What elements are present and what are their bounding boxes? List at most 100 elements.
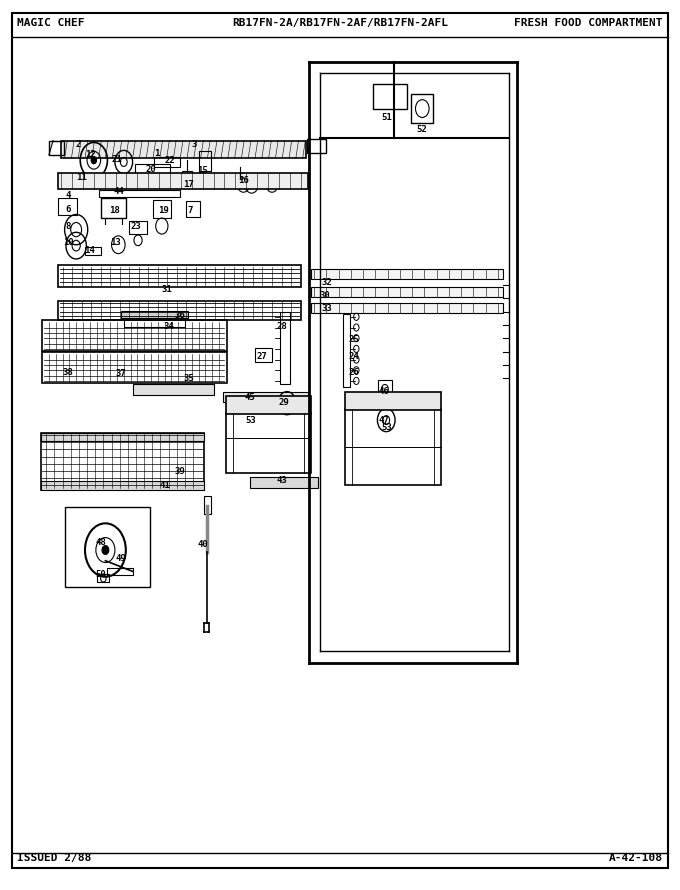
Text: 50: 50	[95, 570, 106, 578]
Text: 7: 7	[188, 206, 193, 215]
Text: 41: 41	[159, 481, 170, 490]
Text: 49: 49	[116, 554, 126, 563]
Bar	[345, 409, 441, 485]
Bar	[280, 312, 290, 384]
Bar	[41, 481, 204, 490]
Text: 18: 18	[109, 206, 120, 215]
Text: 2: 2	[75, 140, 81, 149]
Bar	[124, 318, 185, 327]
Text: 36: 36	[175, 312, 186, 320]
Text: 39: 39	[175, 467, 186, 476]
Bar	[226, 413, 311, 473]
Text: 13: 13	[110, 238, 121, 247]
Text: 35: 35	[184, 374, 194, 383]
Bar	[42, 320, 227, 351]
Text: 45: 45	[245, 393, 256, 402]
Text: 20: 20	[146, 165, 156, 174]
Bar	[58, 301, 301, 320]
Text: 53: 53	[245, 416, 256, 425]
Text: 21: 21	[112, 155, 122, 164]
Bar	[182, 171, 192, 187]
Bar	[186, 201, 200, 217]
Text: 31: 31	[161, 285, 172, 294]
Bar	[49, 141, 64, 155]
Text: 33: 33	[321, 304, 332, 313]
Bar	[97, 574, 109, 582]
Text: RB17FN-2A/RB17FN-2AF/RB17FN-2AFL: RB17FN-2A/RB17FN-2AF/RB17FN-2AFL	[232, 19, 448, 28]
Bar	[101, 198, 126, 218]
Text: 11: 11	[76, 174, 87, 182]
Text: 22: 22	[165, 156, 175, 165]
Text: 14: 14	[84, 247, 95, 255]
Bar	[373, 84, 407, 109]
Text: 52: 52	[416, 125, 427, 134]
Bar	[41, 433, 204, 490]
Text: 30: 30	[320, 291, 330, 300]
Bar	[135, 164, 170, 173]
Text: 10: 10	[63, 238, 73, 247]
Text: FRESH FOOD COMPARTMENT: FRESH FOOD COMPARTMENT	[515, 19, 663, 28]
Text: 53: 53	[381, 423, 392, 432]
Text: 48: 48	[95, 538, 106, 547]
Text: 5: 5	[239, 174, 244, 182]
Bar	[343, 314, 350, 387]
Text: 8: 8	[65, 222, 71, 231]
Bar	[154, 157, 180, 167]
Bar	[99, 190, 180, 197]
Bar	[378, 380, 392, 398]
Bar	[61, 141, 306, 158]
Text: 51: 51	[381, 113, 392, 122]
Bar	[199, 151, 211, 171]
Bar	[311, 287, 503, 297]
Bar	[58, 265, 301, 287]
Text: 27: 27	[256, 352, 267, 360]
Text: 44: 44	[114, 187, 124, 196]
Text: 23: 23	[131, 222, 141, 231]
Text: 40: 40	[197, 540, 208, 549]
Circle shape	[102, 546, 109, 554]
Text: 3: 3	[191, 140, 197, 149]
Text: 17: 17	[183, 180, 194, 189]
Text: 19: 19	[158, 206, 169, 215]
Bar	[345, 392, 441, 410]
Text: ISSUED 2/88: ISSUED 2/88	[17, 854, 91, 863]
Bar	[311, 303, 503, 313]
Text: 24: 24	[348, 352, 359, 360]
Text: 12: 12	[85, 150, 96, 159]
Bar	[226, 396, 311, 414]
Text: 4: 4	[65, 191, 71, 200]
Text: 6: 6	[65, 205, 71, 214]
Text: 43: 43	[277, 476, 288, 485]
Text: A-42-108: A-42-108	[609, 854, 663, 863]
Bar	[121, 311, 188, 318]
Text: 15: 15	[197, 166, 208, 175]
Text: 16: 16	[238, 176, 249, 185]
Circle shape	[91, 157, 97, 164]
Bar	[129, 221, 147, 234]
Text: 26: 26	[348, 368, 359, 376]
Bar	[58, 198, 77, 215]
Bar	[42, 352, 227, 383]
Text: 34: 34	[163, 322, 174, 331]
Text: 1: 1	[154, 149, 159, 158]
Bar	[65, 507, 150, 587]
Bar	[255, 348, 272, 362]
Bar	[58, 173, 308, 189]
Text: 46: 46	[379, 387, 390, 396]
Bar	[153, 200, 171, 218]
Text: 25: 25	[348, 336, 359, 344]
Text: 32: 32	[321, 278, 332, 287]
Bar	[85, 247, 101, 255]
Text: 28: 28	[277, 322, 288, 331]
Bar	[411, 94, 433, 123]
Bar	[133, 384, 214, 395]
Bar	[250, 477, 318, 488]
Bar	[204, 496, 211, 514]
Bar	[41, 433, 204, 441]
Text: 37: 37	[116, 369, 126, 378]
Text: MAGIC CHEF: MAGIC CHEF	[17, 19, 84, 28]
Bar	[223, 392, 308, 402]
Text: 38: 38	[63, 368, 73, 376]
Text: 47: 47	[379, 416, 390, 425]
Bar	[311, 269, 503, 279]
